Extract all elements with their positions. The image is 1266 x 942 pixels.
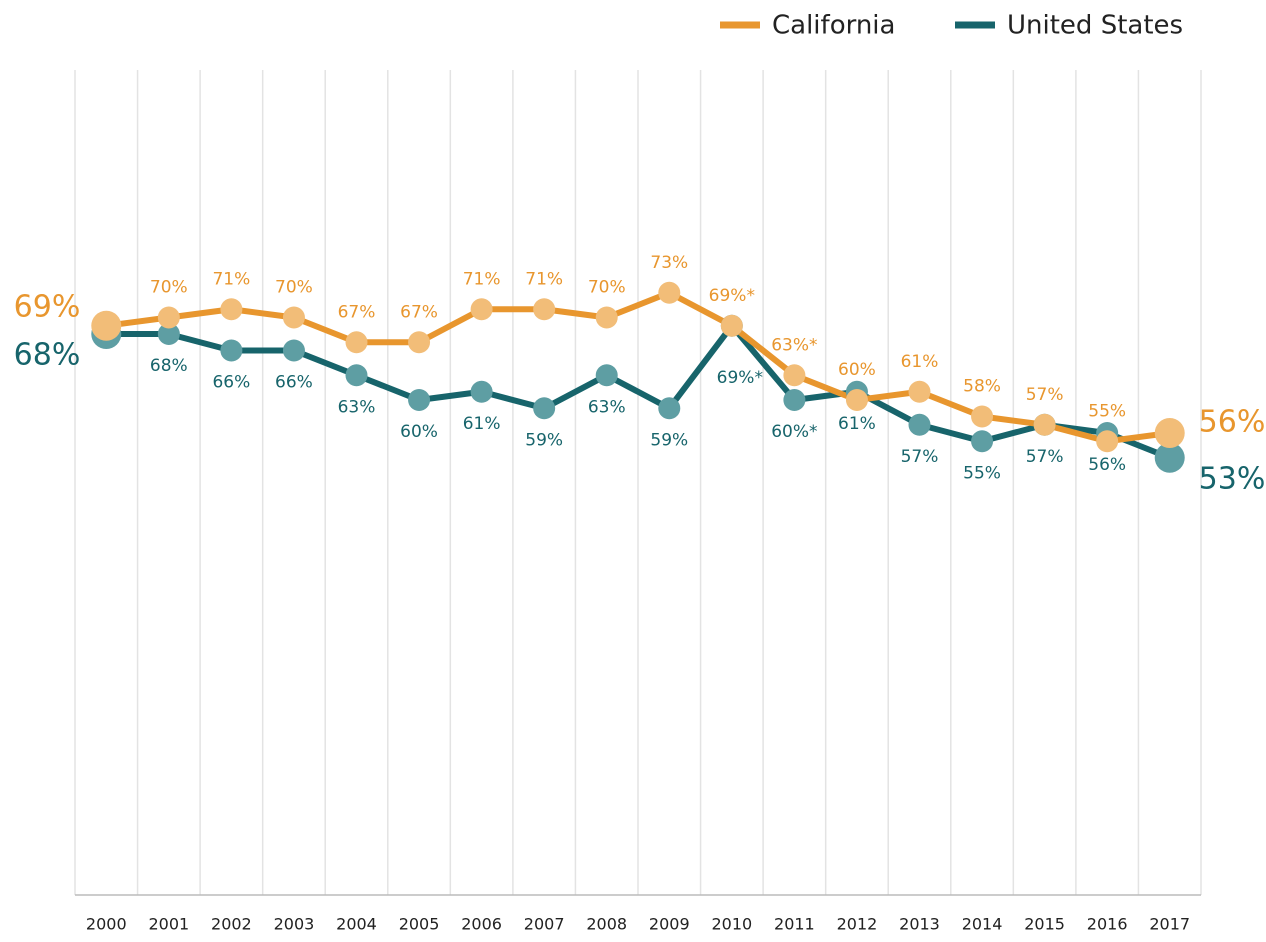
data-label: 71%	[525, 269, 563, 289]
point	[845, 389, 868, 411]
point	[470, 380, 493, 403]
x-tick-label: 2014	[962, 915, 1003, 934]
data-label: 68%	[150, 356, 188, 376]
x-tick-label: 2015	[1024, 915, 1065, 934]
x-tick-label: 2007	[524, 915, 565, 934]
data-label: 57%	[1026, 447, 1064, 467]
x-tick-label: 2005	[399, 915, 440, 934]
end-label: 53%	[1199, 461, 1266, 496]
point	[783, 389, 806, 411]
legend-label: California	[772, 11, 895, 41]
x-tick-label: 2013	[899, 915, 940, 934]
data-label: 60%*	[771, 422, 817, 442]
data-label: 55%	[963, 463, 1001, 483]
point	[220, 339, 243, 362]
point	[658, 281, 681, 304]
end-label: 56%	[1199, 405, 1266, 440]
x-tick-label: 2009	[649, 915, 690, 934]
point	[282, 306, 305, 329]
x-tick-label: 2016	[1087, 915, 1128, 934]
data-label: 70%	[275, 278, 313, 298]
legend-label: United States	[1007, 11, 1183, 41]
x-tick-label: 2003	[274, 915, 315, 934]
data-label: 70%	[588, 278, 626, 298]
x-tick-label: 2017	[1149, 915, 1190, 934]
data-label: 69%*	[717, 368, 763, 388]
point	[91, 310, 122, 341]
data-label: 71%	[463, 269, 501, 289]
data-label: 59%	[650, 430, 688, 450]
data-label: 57%	[901, 447, 939, 467]
data-label: 71%	[212, 269, 250, 289]
data-label: 67%	[338, 302, 376, 322]
point	[595, 364, 618, 387]
point	[1154, 442, 1185, 473]
data-label: 60%	[400, 422, 438, 442]
point	[408, 331, 431, 354]
data-label: 58%	[963, 377, 1001, 397]
data-label: 66%	[275, 373, 313, 393]
x-tick-label: 2001	[148, 915, 189, 934]
point	[720, 314, 743, 337]
data-label: 61%	[463, 414, 501, 434]
data-label: 69%*	[709, 286, 755, 306]
data-label: 57%	[1026, 385, 1064, 405]
x-tick-label: 2002	[211, 915, 252, 934]
end-label: 68%	[14, 338, 81, 373]
point	[345, 364, 368, 387]
data-label: 56%	[1088, 455, 1126, 475]
point	[1033, 413, 1056, 436]
point	[408, 389, 431, 411]
point	[157, 306, 180, 329]
data-label: 63%*	[771, 335, 817, 355]
data-label: 63%	[338, 397, 376, 417]
end-label: 69%	[14, 289, 81, 324]
point	[908, 380, 931, 403]
point	[282, 339, 305, 362]
data-label: 61%	[901, 352, 939, 372]
point	[595, 306, 618, 329]
point	[533, 397, 556, 420]
x-tick-label: 2006	[461, 915, 502, 934]
data-label: 67%	[400, 302, 438, 322]
point	[470, 298, 493, 321]
point	[971, 405, 994, 428]
data-label: 70%	[150, 278, 188, 298]
data-label: 61%	[838, 414, 876, 434]
point	[658, 397, 681, 420]
x-tick-label: 2012	[837, 915, 878, 934]
point	[783, 364, 806, 387]
point	[1096, 430, 1119, 453]
point	[220, 298, 243, 321]
x-tick-label: 2008	[586, 915, 627, 934]
point	[971, 430, 994, 453]
x-tick-label: 2000	[86, 915, 127, 934]
point	[345, 331, 368, 354]
point	[533, 298, 556, 321]
data-label: 59%	[525, 430, 563, 450]
data-label: 66%	[212, 373, 250, 393]
data-label: 63%	[588, 397, 626, 417]
point	[157, 323, 180, 345]
x-tick-label: 2004	[336, 915, 377, 934]
data-label: 55%	[1088, 401, 1126, 421]
point	[1154, 418, 1185, 448]
point	[908, 413, 931, 436]
data-label: 73%	[650, 253, 688, 273]
x-tick-label: 2011	[774, 915, 815, 934]
data-label: 60%	[838, 360, 876, 380]
x-tick-label: 2010	[711, 915, 752, 934]
